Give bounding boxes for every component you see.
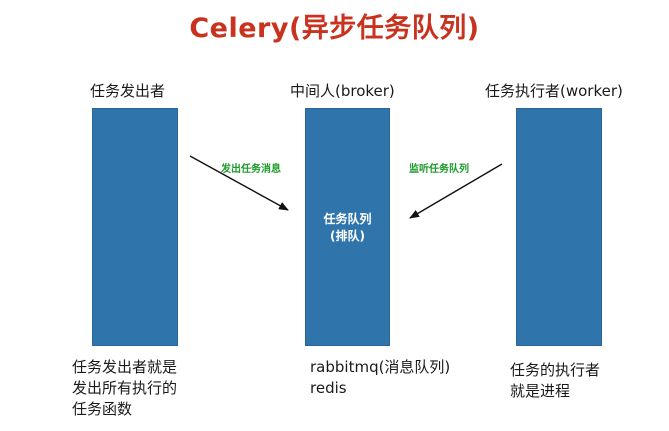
producer-desc-line-1: 任务发出者就是	[72, 358, 178, 376]
worker-label: 任务执行者(worker)	[485, 82, 623, 100]
broker-bar	[305, 108, 390, 346]
producer-desc-line-2: 发出所有执行的	[72, 379, 178, 397]
listen-arrow-label: 监听任务队列	[409, 164, 469, 175]
worker-bar	[516, 108, 602, 346]
producer-bar	[92, 108, 178, 346]
diagram-title: Celery(异步任务队列)	[189, 13, 480, 44]
task-queue-label: 任务队列 (排队)	[305, 211, 390, 245]
broker-desc-line-2: redis	[310, 379, 347, 397]
producer-description: 任务发出者就是 发出所有执行的 任务函数	[72, 357, 177, 420]
task-queue-line-2: (排队)	[330, 229, 365, 243]
worker-desc-line-1: 任务的执行者	[510, 361, 601, 379]
broker-desc-line-1: rabbitmq(消息队列)	[310, 358, 451, 376]
worker-desc-line-2: 就是进程	[510, 382, 571, 400]
producer-label: 任务发出者	[90, 82, 166, 100]
worker-description: 任务的执行者 就是进程	[510, 360, 600, 402]
send-arrow	[189, 155, 289, 211]
send-arrow-label: 发出任务消息	[221, 164, 281, 175]
listen-arrow	[409, 163, 503, 219]
broker-description: rabbitmq(消息队列) redis	[310, 357, 450, 399]
broker-label: 中间人(broker)	[290, 82, 395, 100]
producer-desc-line-3: 任务函数	[72, 400, 133, 418]
task-queue-line-1: 任务队列	[323, 212, 372, 226]
